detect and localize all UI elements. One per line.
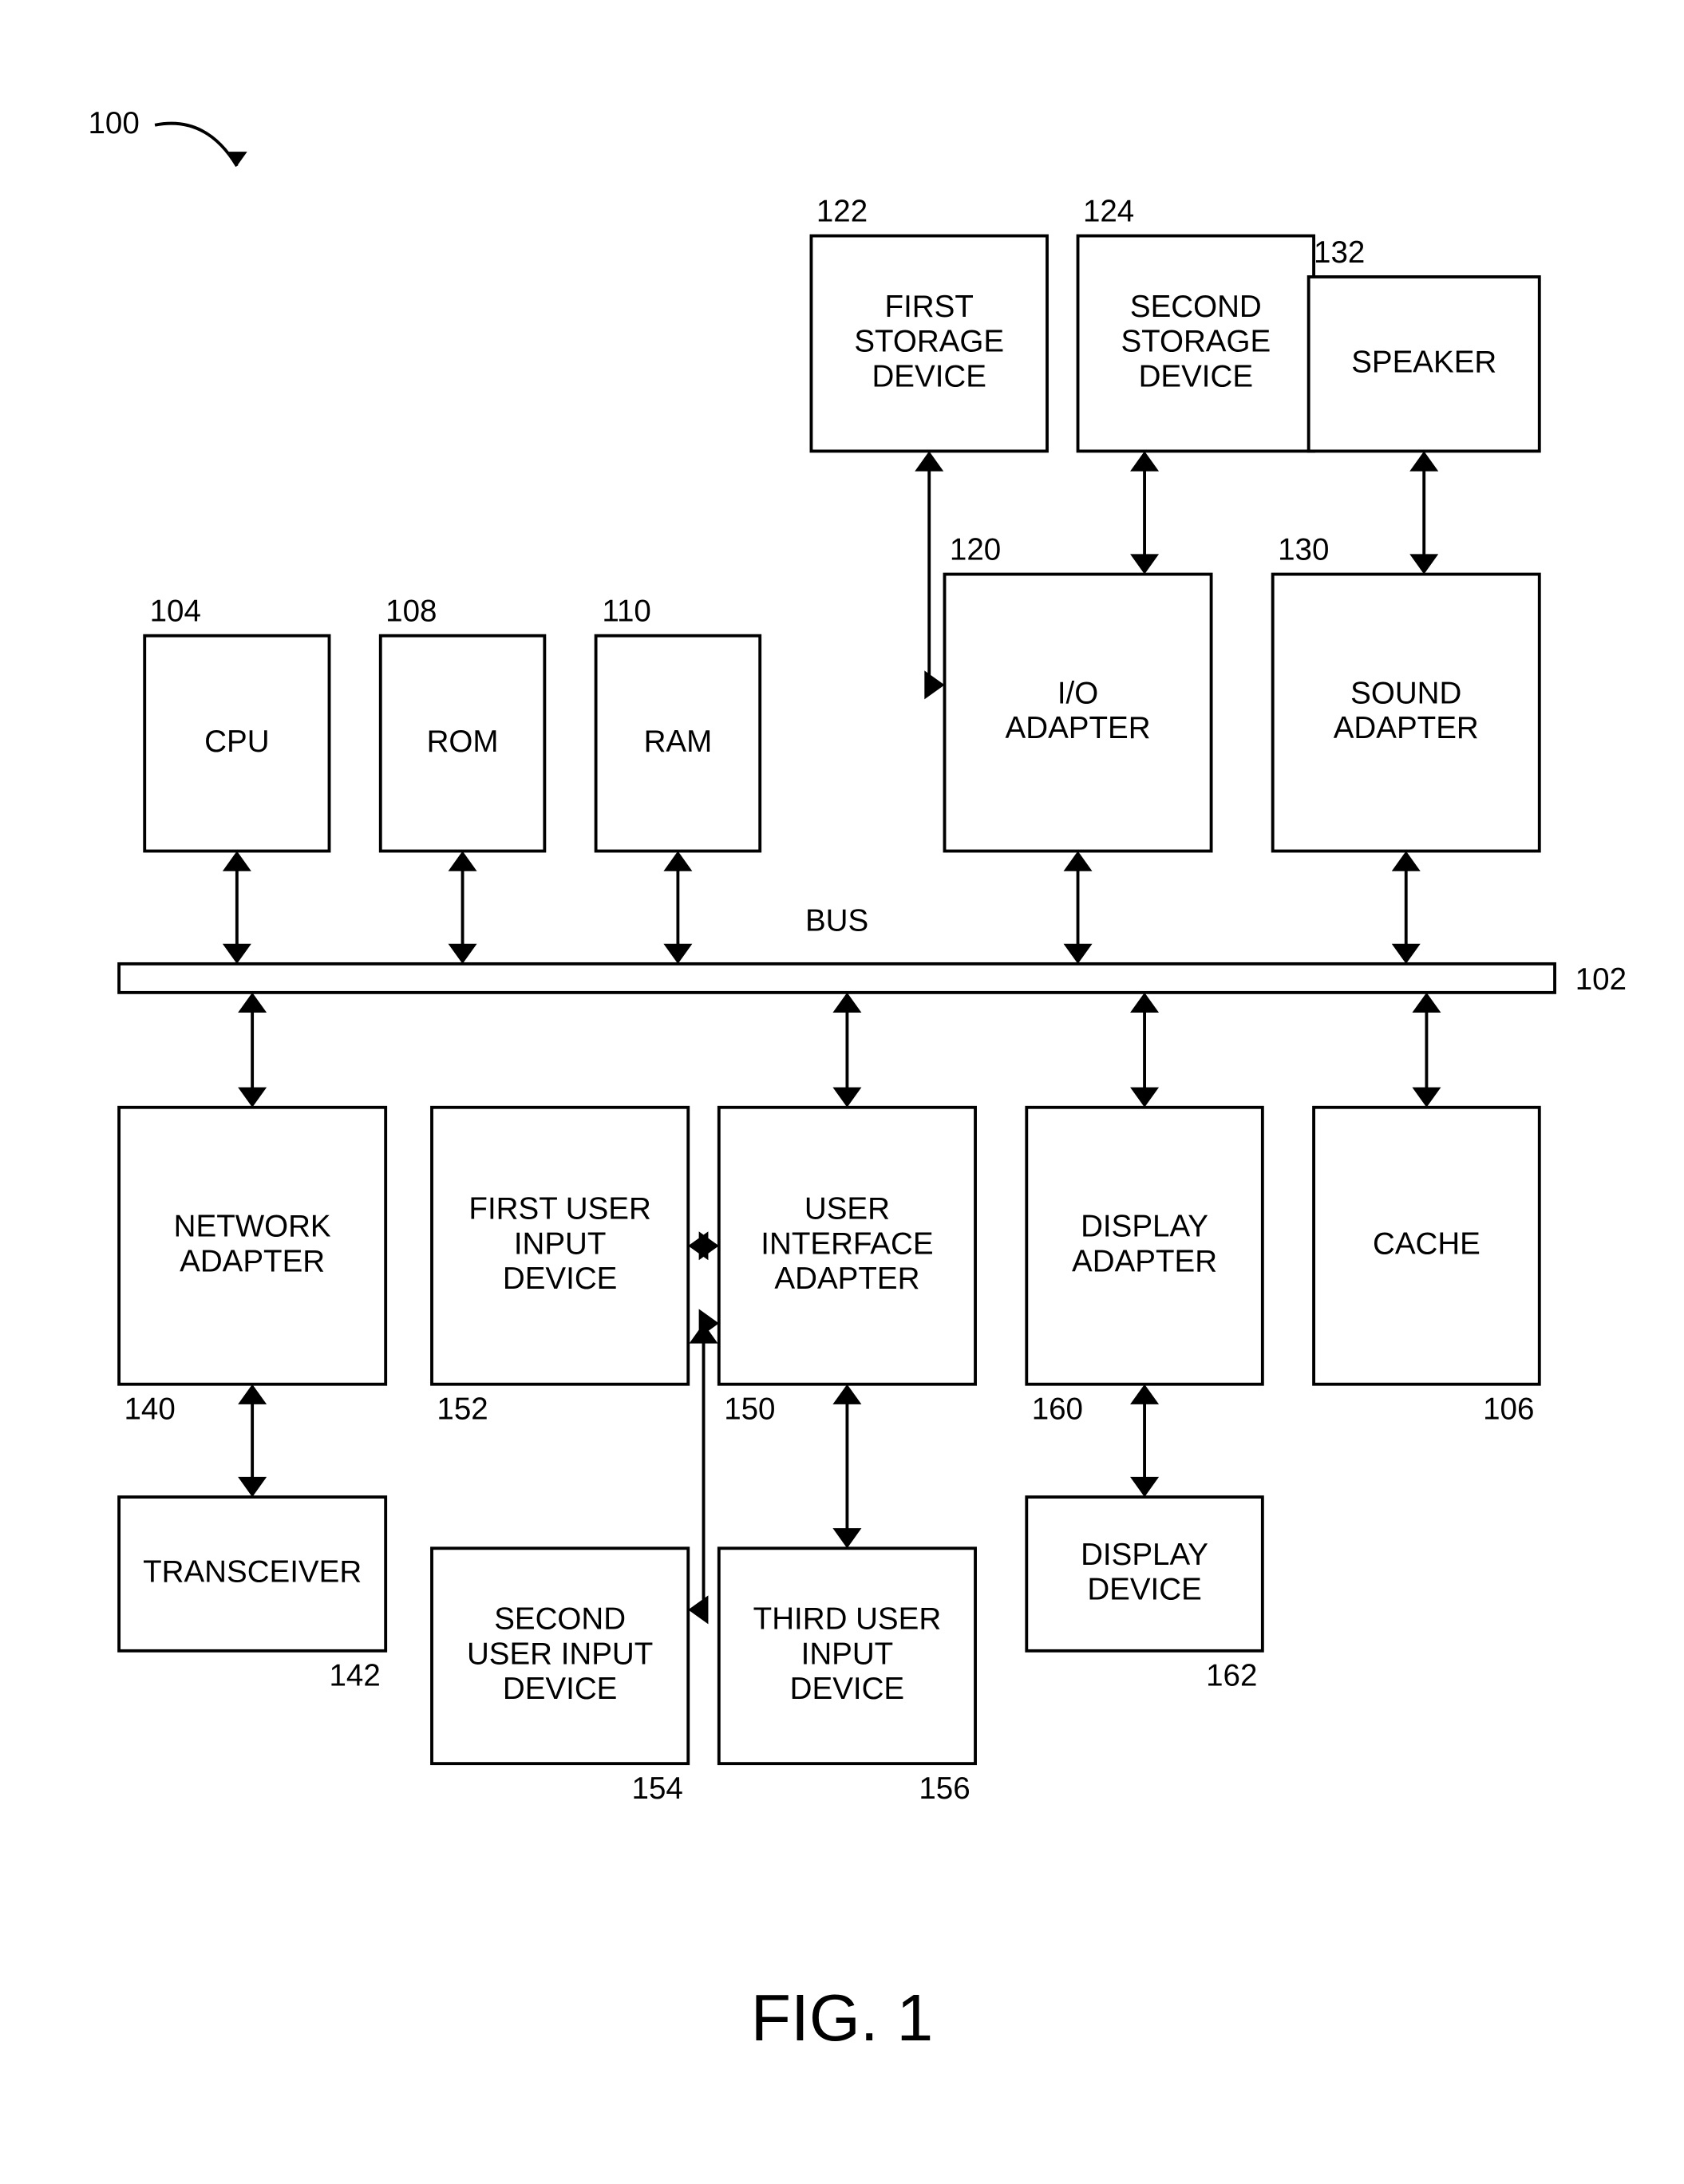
- network_adapter-label: NETWORK: [174, 1210, 331, 1244]
- ui_adapter-block: USERINTERFACEADAPTER 150: [719, 1108, 975, 1427]
- system-block-diagram: BUS102CPU104ROM108RAM110I/OADAPTER120SOU…: [0, 0, 1684, 2184]
- io_adapter-ref: 120: [950, 533, 1001, 567]
- speaker-ref: 132: [1314, 235, 1365, 270]
- third_ui-ref: 156: [919, 1771, 970, 1806]
- bus-label: BUS: [805, 904, 868, 938]
- network_adapter-block: NETWORKADAPTER 140: [119, 1108, 385, 1427]
- second_storage-label: DEVICE: [1139, 359, 1253, 393]
- display_adapter-ref: 160: [1032, 1392, 1083, 1426]
- rom-block: ROM 108: [381, 594, 545, 851]
- rom-ref: 108: [385, 594, 437, 629]
- cpu-label: CPU: [204, 725, 269, 759]
- first_ui-label: FIRST USER: [468, 1192, 650, 1226]
- rom-label: ROM: [427, 725, 499, 759]
- third_ui-block: THIRD USERINPUTDEVICE 156: [719, 1548, 975, 1806]
- display_device-ref: 162: [1206, 1659, 1257, 1693]
- display_device-label: DEVICE: [1087, 1572, 1201, 1606]
- third_ui-label: INPUT: [801, 1637, 894, 1671]
- network_adapter-label: ADAPTER: [180, 1244, 325, 1278]
- third_ui-label: THIRD USER: [753, 1602, 941, 1637]
- third_ui-label: DEVICE: [790, 1672, 904, 1706]
- first_storage-block: FIRSTSTORAGEDEVICE 122: [811, 195, 1047, 452]
- bus-ref: 102: [1575, 962, 1627, 997]
- display_adapter-label: ADAPTER: [1072, 1244, 1217, 1278]
- cache-block: CACHE 106: [1314, 1108, 1540, 1427]
- sound_adapter-label: SOUND: [1350, 676, 1461, 710]
- io_adapter-block: I/OADAPTER 120: [944, 533, 1211, 851]
- first_storage-label: FIRST: [885, 290, 974, 324]
- second_ui-label: DEVICE: [503, 1672, 617, 1706]
- first_ui-block: FIRST USERINPUTDEVICE 152: [432, 1108, 688, 1427]
- transceiver-block: TRANSCEIVER 142: [119, 1497, 385, 1692]
- first_ui-label: DEVICE: [503, 1262, 617, 1296]
- second_ui-ref: 154: [632, 1771, 683, 1806]
- ui_adapter-ref: 150: [724, 1392, 775, 1426]
- first_storage-label: DEVICE: [872, 359, 986, 393]
- speaker-label: SPEAKER: [1351, 345, 1496, 379]
- first_storage-label: STORAGE: [854, 325, 1004, 359]
- io_adapter-label: I/O: [1057, 676, 1098, 710]
- system-ref: 100: [89, 106, 140, 140]
- second_storage-label: SECOND: [1130, 290, 1262, 324]
- ui_adapter-label: INTERFACE: [761, 1226, 933, 1261]
- second_ui-label: SECOND: [494, 1602, 626, 1637]
- first_ui-ref: 152: [437, 1392, 488, 1426]
- ram-label: RAM: [644, 725, 713, 759]
- cache-ref: 106: [1483, 1392, 1534, 1426]
- sound_adapter-ref: 130: [1278, 533, 1329, 567]
- second_storage-block: SECONDSTORAGEDEVICE 124: [1078, 195, 1314, 452]
- network_adapter-ref: 140: [124, 1392, 175, 1426]
- transceiver-label: TRANSCEIVER: [143, 1555, 362, 1590]
- cpu-ref: 104: [150, 594, 201, 629]
- ui_adapter-label: USER: [804, 1192, 890, 1226]
- sound_adapter-block: SOUNDADAPTER 130: [1273, 533, 1540, 851]
- cpu-block: CPU 104: [144, 594, 329, 851]
- sound_adapter-label: ADAPTER: [1334, 711, 1479, 745]
- display_adapter-label: DISPLAY: [1081, 1210, 1208, 1244]
- ui_adapter-label: ADAPTER: [774, 1262, 919, 1296]
- display_device-block: DISPLAYDEVICE 162: [1026, 1497, 1263, 1692]
- figure-label: FIG. 1: [751, 1982, 933, 2055]
- cache-label: CACHE: [1373, 1226, 1480, 1261]
- second_ui-label: USER INPUT: [467, 1637, 653, 1671]
- second_storage-ref: 124: [1083, 195, 1134, 229]
- ram-block: RAM 110: [596, 594, 761, 851]
- second_storage-label: STORAGE: [1121, 325, 1271, 359]
- display_device-label: DISPLAY: [1081, 1538, 1208, 1572]
- second_ui-block: SECONDUSER INPUTDEVICE 154: [432, 1548, 688, 1806]
- bus-bar: [119, 964, 1555, 993]
- speaker-block: SPEAKER 132: [1309, 235, 1540, 451]
- io_adapter-label: ADAPTER: [1006, 711, 1151, 745]
- display_adapter-block: DISPLAYADAPTER 160: [1026, 1108, 1263, 1427]
- transceiver-ref: 142: [329, 1659, 380, 1693]
- ram-ref: 110: [602, 594, 650, 629]
- first_ui-label: INPUT: [514, 1226, 607, 1261]
- first_storage-ref: 122: [816, 195, 868, 229]
